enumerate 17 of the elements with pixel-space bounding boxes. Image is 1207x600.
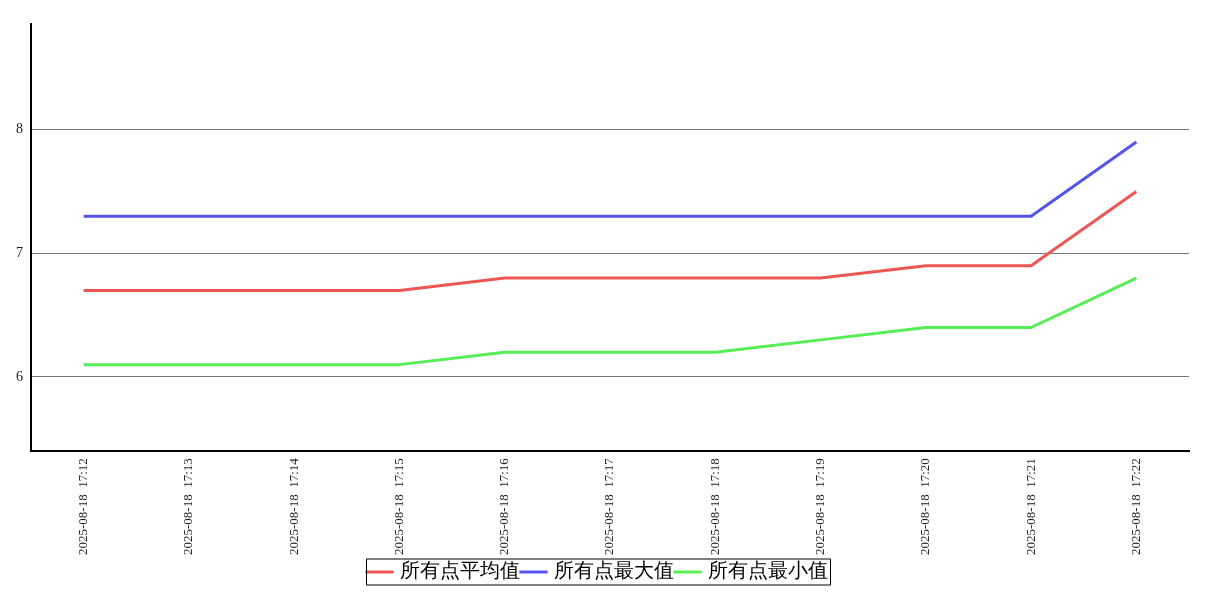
legend-label: 所有点最小值 bbox=[707, 559, 828, 582]
legend-label: 所有点最大值 bbox=[553, 559, 674, 582]
legend-label: 所有点平均值 bbox=[399, 559, 520, 582]
y-tick-label: 7 bbox=[16, 244, 23, 260]
y-tick-label: 6 bbox=[16, 368, 23, 384]
x-tick-label: 2025-08-18 17:22 bbox=[1127, 458, 1143, 556]
x-tick-label: 2025-08-18 17:15 bbox=[390, 458, 406, 556]
x-tick-label: 2025-08-18 17:20 bbox=[917, 458, 933, 556]
x-tick-label: 2025-08-18 17:21 bbox=[1022, 458, 1038, 556]
x-tick-label: 2025-08-18 17:13 bbox=[180, 458, 196, 556]
x-tick-label: 2025-08-18 17:19 bbox=[811, 458, 827, 556]
x-tick-label: 2025-08-18 17:14 bbox=[285, 457, 301, 556]
x-tick-label: 2025-08-18 17:16 bbox=[496, 457, 512, 556]
x-tick-label: 2025-08-18 17:17 bbox=[601, 457, 617, 556]
x-tick-label: 2025-08-18 17:18 bbox=[706, 458, 722, 556]
y-tick-label: 8 bbox=[16, 121, 23, 137]
x-tick-label: 2025-08-18 17:12 bbox=[75, 458, 91, 556]
